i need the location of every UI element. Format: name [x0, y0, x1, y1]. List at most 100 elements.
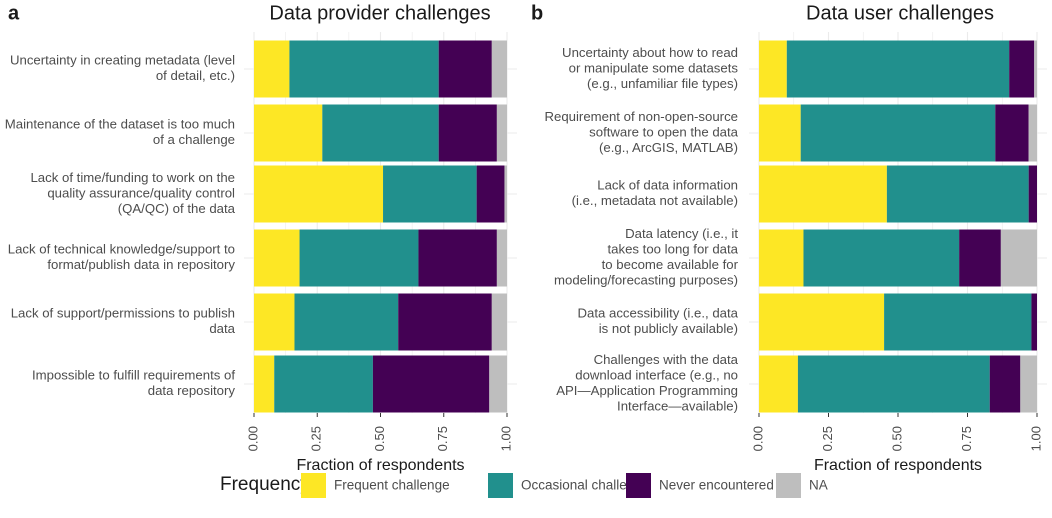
category-label-line: software to open the data: [589, 124, 738, 139]
x-tick-label: 0.00: [245, 426, 260, 451]
bar-segment-occasional: [289, 40, 439, 98]
category-label-line: Lack of data information: [597, 178, 738, 193]
bar-segment-frequent: [759, 229, 804, 287]
bar-segment-never: [1009, 40, 1035, 98]
bar-segment-never: [438, 104, 497, 162]
bar-segment-occasional: [884, 293, 1032, 351]
bar-segment-na: [489, 355, 507, 413]
legend-label-never: Never encountered: [659, 478, 774, 493]
bar-segment-na: [491, 293, 507, 351]
category-label-line: API—Application Programming: [556, 383, 738, 398]
bar-segment-never: [1031, 293, 1037, 351]
bar-segment-frequent: [759, 293, 885, 351]
bar-segment-frequent: [254, 293, 295, 351]
bar-segment-never: [398, 293, 492, 351]
legend-key-never: [626, 473, 651, 498]
bar-segment-frequent: [759, 355, 798, 413]
bar-segment-never: [372, 355, 490, 413]
y-axis-labels: Uncertainty in creating metadata (level o…: [5, 53, 236, 399]
bar-segment-na: [1000, 229, 1037, 287]
category-label: Requirement of non-open-source software t…: [544, 109, 738, 155]
x-tick-label: 1.00: [1028, 426, 1043, 451]
bar-segment-frequent: [254, 355, 275, 413]
legend-key-frequent: [301, 473, 326, 498]
category-label: Maintenance of the dataset is too much of…: [5, 117, 235, 148]
bar-segment-never: [438, 40, 492, 98]
bar-segment-frequent: [759, 165, 887, 223]
x-tick-label: 1.00: [498, 426, 513, 451]
bar-segment-na: [496, 229, 507, 287]
x-axis-label: Fraction of respondents: [296, 457, 464, 474]
legend-label-frequent: Frequent challenge: [334, 478, 450, 493]
x-tick-label: 0.25: [309, 426, 324, 451]
category-label: Impossible to fulfill requirements of dat…: [32, 368, 235, 399]
category-label-line: Impossible to fulfill requirements of: [32, 368, 235, 383]
category-label-line: Uncertainty about how to read: [562, 45, 738, 60]
bar-segment-frequent: [254, 40, 290, 98]
x-axis-ticks: 0.00 0.25 0.50 0.75 1.00: [750, 413, 1043, 451]
category-label: Uncertainty about how to read or manipula…: [562, 45, 738, 91]
category-label: Lack of technical knowledge/support to fo…: [8, 242, 236, 273]
bars: [254, 40, 507, 413]
bar-segment-frequent: [254, 229, 300, 287]
category-label-line: Lack of support/permissions to publish: [11, 306, 235, 321]
panel-title: Data user challenges: [806, 2, 994, 24]
bar-segment-frequent: [254, 104, 323, 162]
panel-a-data-provider: a Data provider challenges Uncertainty in …: [5, 2, 517, 474]
x-tick-label: 0.25: [820, 426, 835, 451]
bar-segment-occasional: [803, 229, 960, 287]
legend-key-occasional: [488, 473, 513, 498]
category-label-line: to become available for: [602, 257, 739, 272]
bar-segment-na: [1034, 40, 1037, 98]
bar-segment-occasional: [299, 229, 419, 287]
category-label-line: quality assurance/quality control: [47, 185, 235, 200]
category-label-line: of a challenge: [153, 132, 235, 147]
bar-segment-na: [1028, 104, 1037, 162]
bar-segment-na: [496, 104, 507, 162]
bar-segment-na: [491, 40, 507, 98]
category-label-line: format/publish data in repository: [47, 257, 235, 272]
y-axis-labels: Uncertainty about how to read or manipula…: [544, 45, 738, 414]
bar-segment-occasional: [383, 165, 477, 223]
panel-title: Data provider challenges: [269, 2, 490, 24]
bar-segment-occasional: [274, 355, 373, 413]
x-tick-label: 0.50: [372, 426, 387, 451]
bar-segment-na: [1020, 355, 1037, 413]
bar-segment-na: [504, 165, 507, 223]
category-label-line: Interface—available): [617, 399, 738, 414]
bar-segment-frequent: [759, 40, 787, 98]
bar-segment-never: [476, 165, 505, 223]
category-label-line: download interface (e.g., no: [575, 368, 738, 383]
category-label: Data accessibility (i.e., data is not pub…: [577, 306, 738, 337]
bar-segment-frequent: [759, 104, 801, 162]
category-label-line: Lack of technical knowledge/support to: [8, 242, 235, 257]
x-tick-label: 0.75: [959, 426, 974, 451]
category-label-line: or manipulate some datasets: [569, 60, 739, 75]
legend: Frequency Frequent challenge Occasional c…: [220, 473, 828, 498]
panel-b-data-user: b Data user challenges Uncertainty about h…: [531, 2, 1047, 474]
bar-segment-frequent: [254, 165, 384, 223]
bar-segment-occasional: [797, 355, 990, 413]
bar-segment-occasional: [322, 104, 439, 162]
legend-title: Frequency: [220, 474, 310, 495]
category-label-line: Data accessibility (i.e., data: [577, 306, 738, 321]
category-label-line: modeling/forecasting purposes): [554, 273, 738, 288]
category-label-line: data: [209, 321, 235, 336]
category-label: Data latency (i.e., it takes too long for…: [554, 226, 739, 288]
bar-segment-never: [995, 104, 1029, 162]
category-label-line: Data latency (i.e., it: [625, 226, 738, 241]
category-label-line: (i.e., metadata not available): [572, 193, 738, 208]
bar-segment-occasional: [294, 293, 399, 351]
bar-segment-never: [989, 355, 1021, 413]
x-axis-label: Fraction of respondents: [814, 457, 982, 474]
x-tick-label: 0.50: [889, 426, 904, 451]
bar-segment-occasional: [800, 104, 996, 162]
bar-segment-never: [959, 229, 1001, 287]
legend-key-na: [776, 473, 801, 498]
category-label-line: is not publicly available): [599, 321, 738, 336]
category-label-line: (QA/QC) of the data: [118, 201, 236, 216]
category-label-line: Uncertainty in creating metadata (level: [10, 53, 235, 68]
category-label-line: (e.g., unfamiliar file types): [587, 76, 738, 91]
bar-segment-never: [418, 229, 497, 287]
category-label: Uncertainty in creating metadata (level o…: [10, 53, 235, 84]
